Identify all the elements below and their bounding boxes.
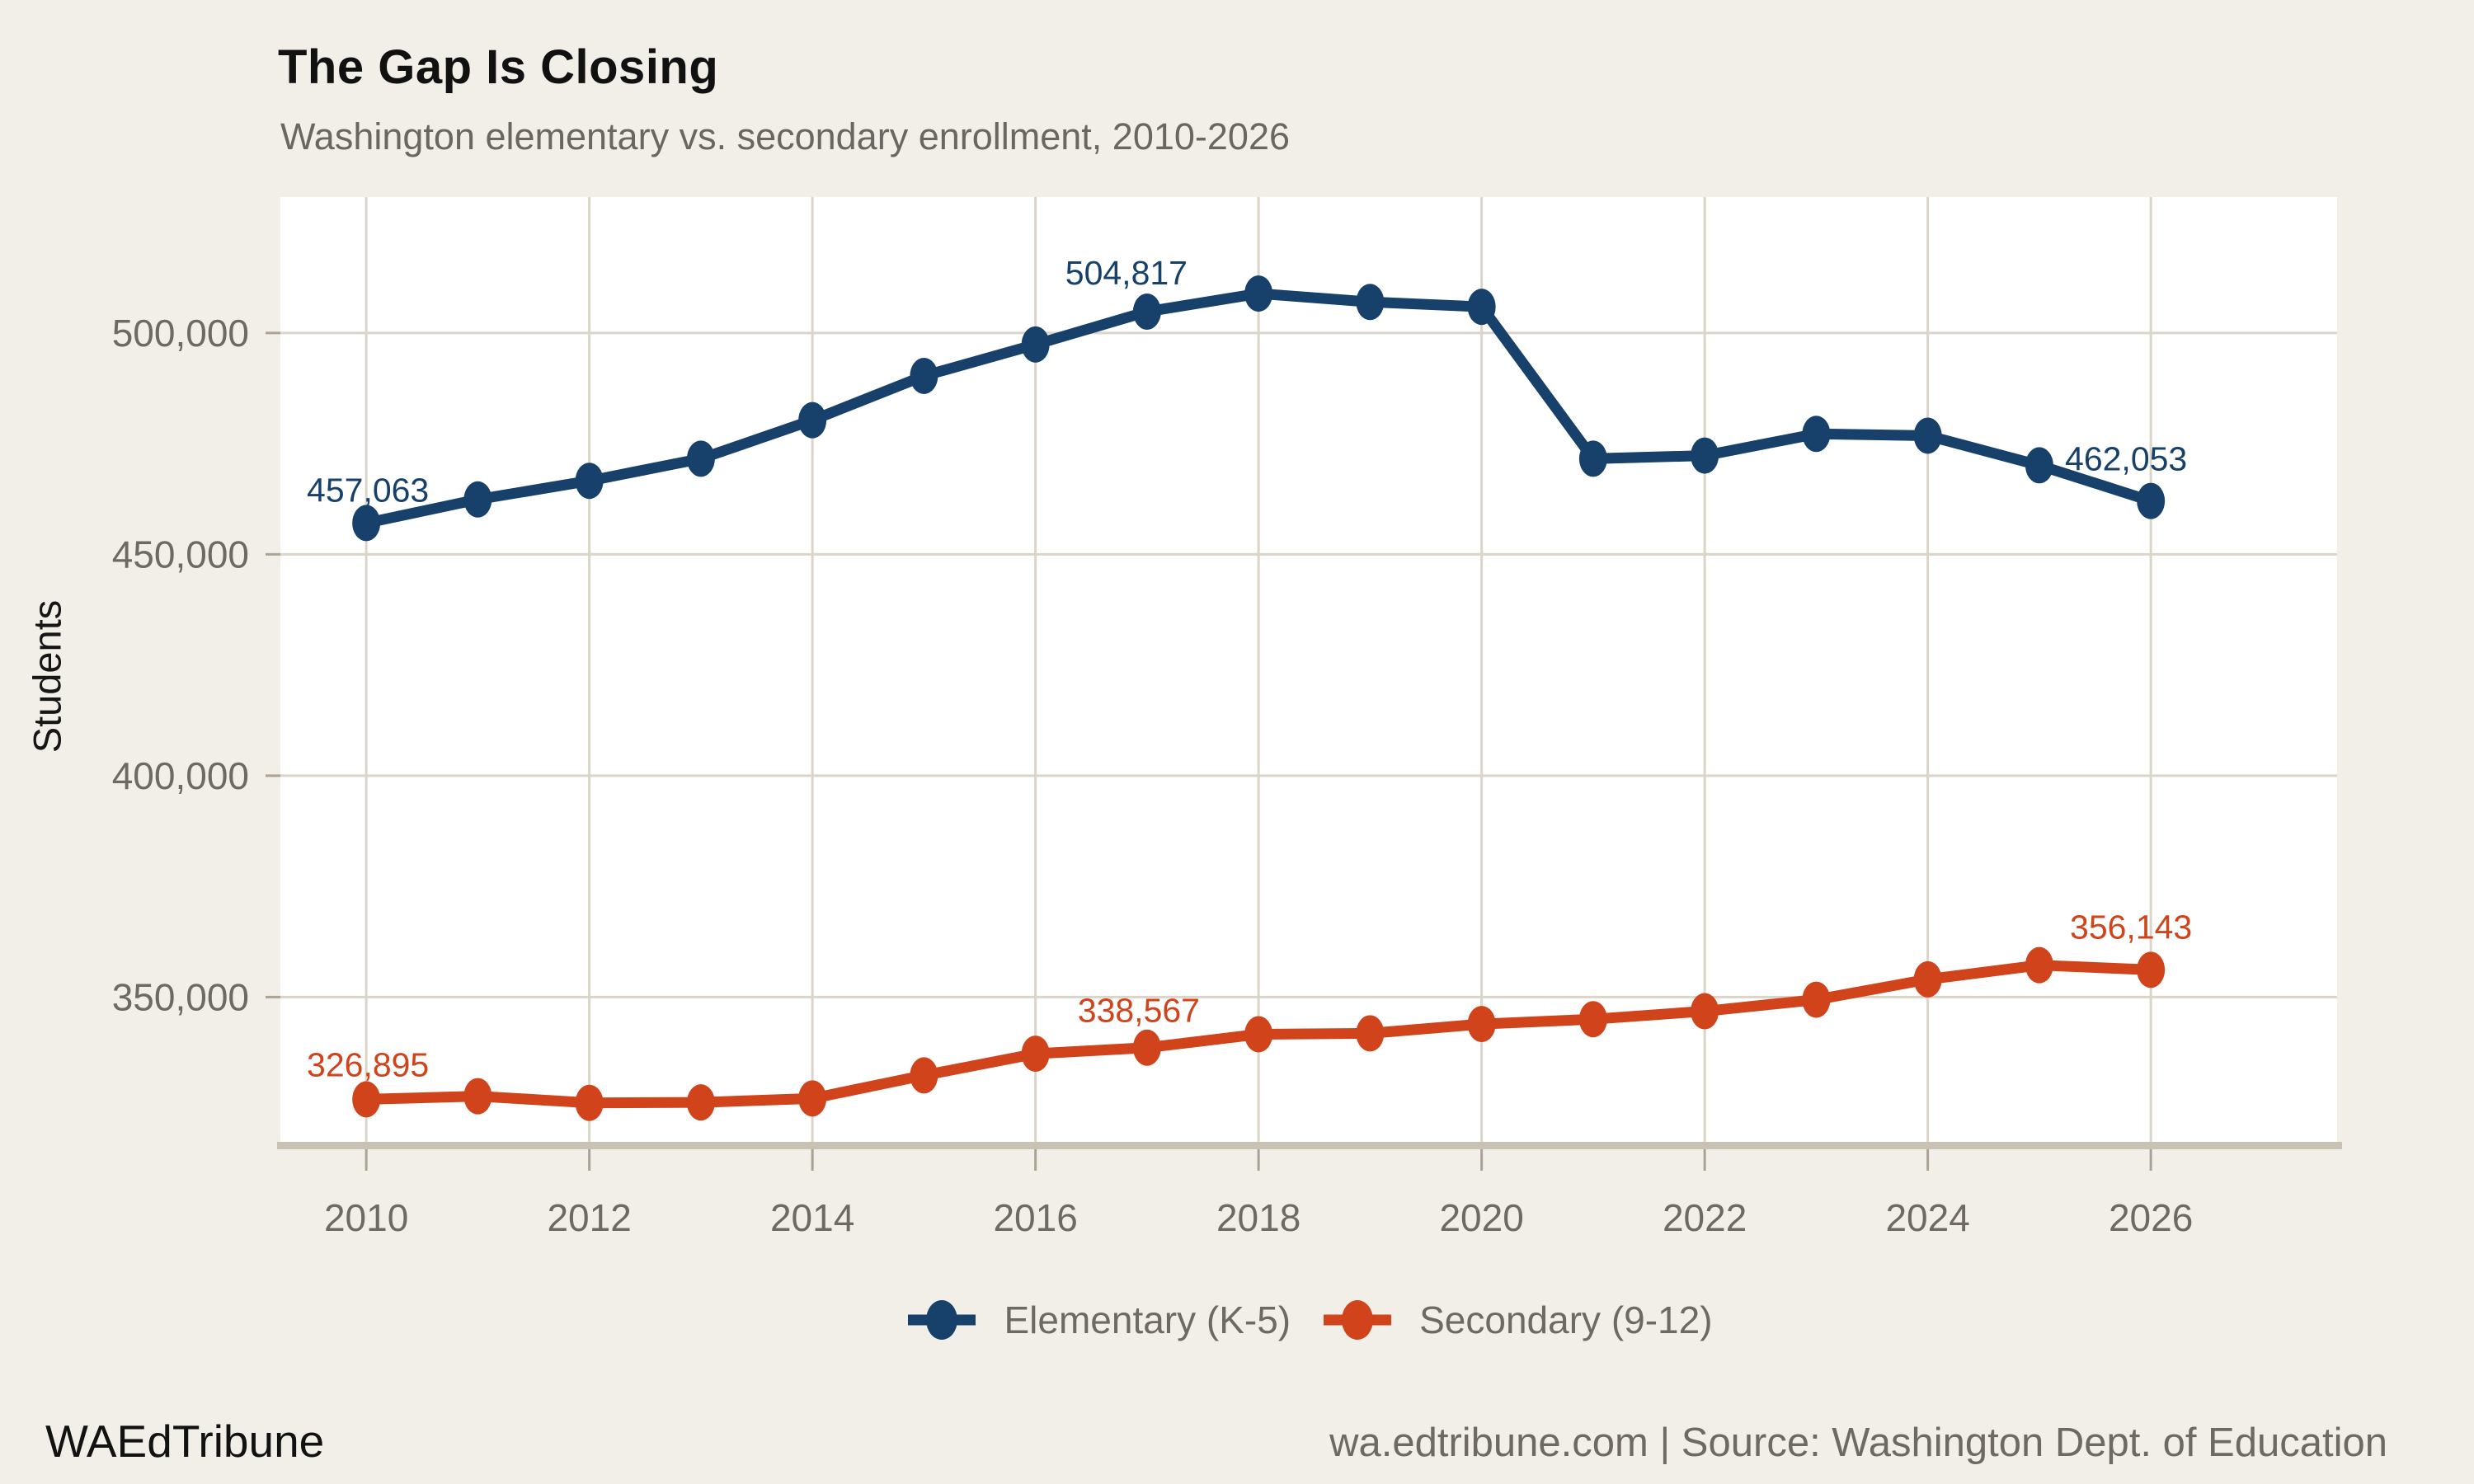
svg-text:2012: 2012 — [547, 1196, 631, 1239]
plot-area — [280, 197, 2337, 1148]
svg-text:2020: 2020 — [1439, 1196, 1523, 1239]
footer-brand: WAEdTribune — [45, 1416, 325, 1467]
svg-text:2022: 2022 — [1663, 1196, 1747, 1239]
svg-text:338,567: 338,567 — [1078, 992, 1200, 1030]
secondary-series-marker-icon — [1324, 1300, 1392, 1340]
svg-text:356,143: 356,143 — [2070, 908, 2192, 946]
chart-subtitle: Washington elementary vs. secondary enro… — [280, 115, 1291, 157]
svg-text:457,063: 457,063 — [307, 471, 429, 509]
legend-item-secondary: Secondary (9-12) — [1320, 1294, 1713, 1346]
svg-text:2016: 2016 — [993, 1196, 1077, 1239]
svg-text:2024: 2024 — [1885, 1196, 1969, 1239]
chart-title: The Gap Is Closing — [278, 40, 719, 94]
svg-text:400,000: 400,000 — [112, 754, 249, 797]
svg-text:326,895: 326,895 — [307, 1045, 429, 1083]
svg-text:2014: 2014 — [770, 1196, 854, 1239]
legend-item-elementary: Elementary (K-5) — [905, 1294, 1291, 1346]
svg-text:462,053: 462,053 — [2065, 440, 2187, 478]
svg-text:350,000: 350,000 — [112, 975, 249, 1018]
svg-text:2010: 2010 — [324, 1196, 408, 1239]
footer-source: wa.edtribune.com | Source: Washington De… — [1329, 1421, 2387, 1465]
svg-text:2018: 2018 — [1216, 1196, 1300, 1239]
svg-text:500,000: 500,000 — [112, 312, 249, 355]
elementary-series-marker-icon — [908, 1300, 976, 1340]
legend: Elementary (K-5) Secondary (9-12) — [280, 1291, 2337, 1349]
svg-text:504,817: 504,817 — [1065, 254, 1188, 292]
svg-text:450,000: 450,000 — [112, 533, 249, 575]
legend-label-secondary: Secondary (9-12) — [1419, 1298, 1713, 1341]
legend-label-elementary: Elementary (K-5) — [1004, 1298, 1291, 1341]
svg-text:2026: 2026 — [2109, 1196, 2193, 1239]
